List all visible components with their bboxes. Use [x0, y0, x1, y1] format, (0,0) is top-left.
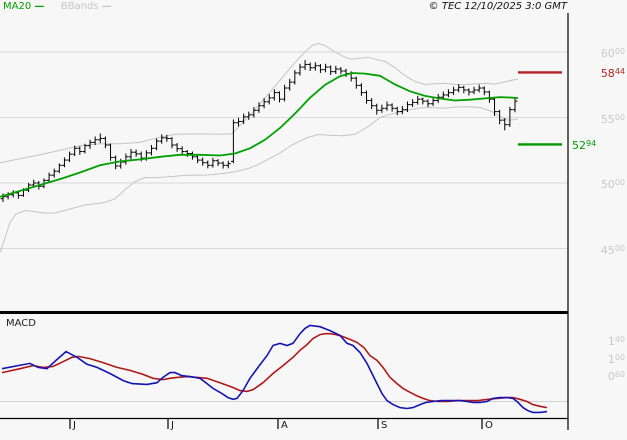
- legend-bbands-line-swatch: —: [101, 1, 112, 12]
- grid-layer: [0, 51, 568, 249]
- level-value-label: 5844: [600, 67, 625, 81]
- legend-ma20-line-swatch: —: [34, 1, 45, 12]
- price-tick-label: 4500: [600, 243, 625, 257]
- month-label: S: [381, 420, 388, 431]
- macd-line: [1, 324, 548, 414]
- month-label: A: [281, 420, 288, 431]
- bollinger-upper-band: [0, 42, 519, 164]
- macd-tick-label: 140: [607, 335, 625, 349]
- level-value-label: 5294: [572, 139, 597, 153]
- axes-layer: [0, 13, 569, 430]
- macd-tick-label: 060: [607, 370, 625, 384]
- level-lines-layer: [518, 71, 562, 146]
- month-label: J: [171, 420, 174, 431]
- price-tick-label: 5000: [600, 178, 625, 191]
- price-tick-label: 6000: [600, 47, 625, 60]
- price-tick-label: 5500: [600, 112, 625, 126]
- macd-layer: [0, 324, 568, 414]
- ohlc-bars-layer: [0, 60, 518, 202]
- bollinger-lower-band: [0, 106, 519, 253]
- bollinger-bands-layer: [0, 42, 519, 253]
- panel-separator: [0, 311, 568, 314]
- macd-panel-label: MACD: [6, 318, 36, 329]
- ma20-line: [0, 72, 519, 198]
- legend-ma20-label: MA20: [3, 1, 32, 12]
- macd-tick-label: 100: [607, 352, 625, 366]
- month-label: O: [485, 420, 493, 431]
- legend-bbands-label: BBands: [60, 1, 99, 12]
- month-label: J: [73, 420, 76, 431]
- legend: MA20 — BBands —: [3, 1, 112, 13]
- ma20-line-layer: [0, 72, 519, 198]
- copyright-text: © TEC 12/10/2025 3:0 GMT: [428, 1, 567, 12]
